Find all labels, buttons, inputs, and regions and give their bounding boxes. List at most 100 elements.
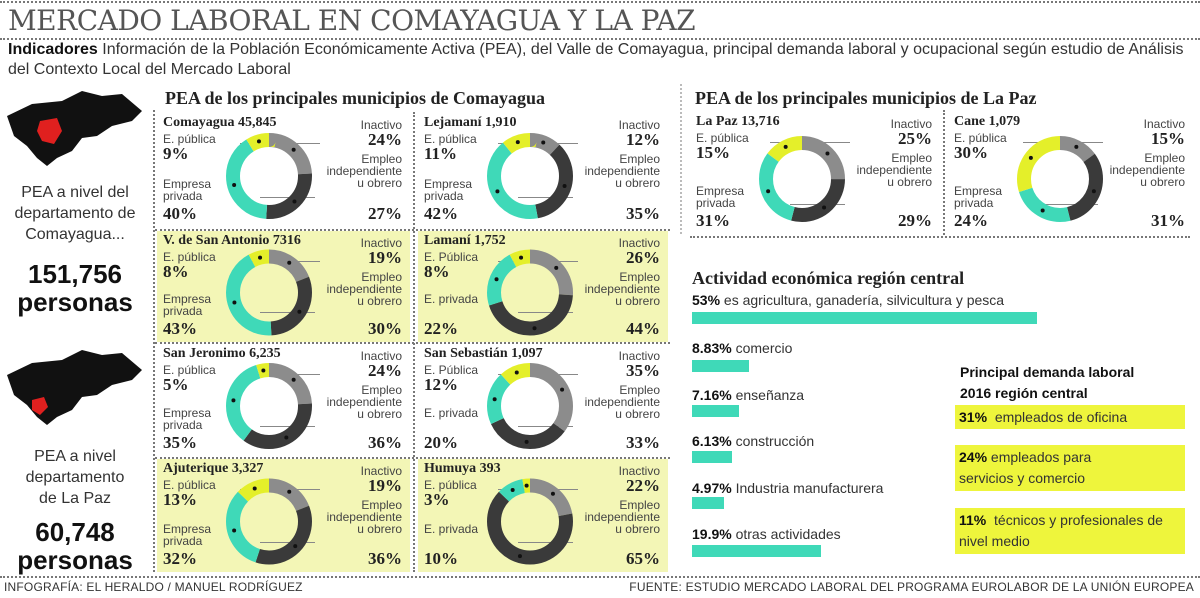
comayagua-section-title: PEA de los principales municipios de Com… [165,88,546,108]
privada-label: Empresa privada [424,177,473,203]
demanda-text: técnicos y profesionales de nivel medio [959,512,1163,549]
comayagua-pea-caption: PEA a nivel del departamento de Comayagu… [14,184,136,243]
empleo-segment [487,133,573,219]
demanda-item: 24% empleados para servicios y comercio [955,445,1185,491]
empleo-leader [518,542,573,543]
inactivo-value: 15% [1151,129,1185,148]
municipio-name: Ajuterique 3,327 [163,461,264,476]
inactivo-leader [498,374,578,375]
empleo-label: Empleo independiente u obrero [584,270,660,308]
inactivo-segment-marker [1074,144,1079,149]
privada-segment [487,133,573,219]
empleo-leader [260,312,315,313]
inactivo-label: Inactivo [1143,117,1185,131]
activity-value: 53% [692,292,721,308]
privada-value: 31% [696,211,730,230]
demanda-title: Principal demanda laboral 2016 región cen… [960,362,1134,404]
publica-label: E. pública [163,250,216,264]
publica-label: E. pública [163,478,216,492]
municipio-name: Humuya 393 [424,461,501,476]
municipio-name: Lamaní 1,752 [424,233,506,248]
publica-value: 13% [163,490,197,509]
privada-value: 10% [424,549,458,568]
municipio-cell: Ajuterique 3,327 E. pública 13% Empresa pri… [157,459,410,572]
privada-label: Empresa privada [163,522,212,548]
column-divider [680,84,682,234]
privada-segment [226,249,312,336]
activity-label: 8.83% comercio [692,340,792,356]
empleo-segment-marker [524,439,529,444]
municipio-cell: Lejamaní 1,910 E. pública 11% Empresa priva… [418,113,668,227]
inactivo-label: Inactivo [360,118,402,132]
activity-label: 53% es agricultura, ganadería, silvicult… [692,292,1004,308]
demanda-pct: 24% [959,449,988,465]
inactivo-segment [226,478,312,565]
empleo-leader [790,204,845,205]
empleo-label: Empleo independiente u obrero [326,498,402,536]
inactivo-value: 35% [626,361,660,380]
activity-bar [692,497,725,509]
empleo-segment-marker [822,205,827,210]
publica-segment-marker [261,368,266,373]
publica-segment-marker [783,144,788,149]
activity-name: construcción [735,433,815,449]
privada-label: Empresa privada [163,406,212,432]
municipio-cell: San Jeronimo 6,235 E. pública 5% Empresa pr… [157,344,410,456]
empleo-value: 31% [1151,211,1185,230]
lapaz-pea-caption: PEA a nivel departamento de La Paz [25,448,125,507]
privada-value: 35% [163,433,197,452]
empleo-segment [226,249,312,336]
inactivo-label: Inactivo [618,118,660,132]
privada-segment-marker [1040,208,1045,213]
publica-label: E. pública [424,132,477,146]
lapaz-total-unit: personas [17,545,133,575]
lapaz-pea-total: 60,748 personas [0,518,150,574]
inactivo-leader [770,142,850,143]
activity-value: 8.83% [692,340,732,356]
empleo-value: 30% [368,319,402,338]
activity-bar [692,451,732,463]
lapaz-section-title: PEA de los principales municipios de La … [695,88,1037,108]
footer-divider [0,576,1200,578]
privada-value: 32% [163,549,197,568]
privada-segment-marker [494,277,499,282]
page-title: MERCADO LABORAL EN COMAYAGUA Y LA PAZ [8,4,696,37]
inactivo-segment-marker [554,265,559,270]
publica-value: 3% [424,490,450,509]
inactivo-value: 25% [898,129,932,148]
publica-segment [487,249,573,336]
inactivo-segment [226,133,312,219]
activity-name: comercio [735,340,793,356]
publica-value: 9% [163,144,189,163]
inactivo-value: 26% [626,248,660,267]
privada-segment [487,363,573,449]
publica-segment-marker [258,255,263,260]
publica-segment-marker [1028,155,1033,160]
lapaz-bottom-divider [690,236,1190,238]
inactivo-segment-marker [287,489,292,494]
empleo-segment-marker [292,199,297,204]
inactivo-leader [240,143,320,144]
demanda-item: 31% empleados de oficina [955,405,1185,429]
activity-name: Industria manufacturera [735,480,884,496]
inactivo-leader [498,261,578,262]
activity-label: 6.13% construcción [692,433,814,449]
inactivo-segment-marker [291,377,296,382]
inactivo-leader [498,489,578,490]
inactivo-value: 24% [368,361,402,380]
municipio-cell: Cane 1,079 E. pública 30% Empresa privada 24… [948,112,1193,234]
row-divider [155,229,670,231]
municipio-cell: V. de San Antonio 7316 E. pública 8% Empres… [157,231,410,342]
inactivo-leader [240,261,320,262]
inactivo-label: Inactivo [360,464,402,478]
publica-label: E. Pública [424,363,479,377]
empleo-label: Empleo independiente u obrero [584,383,660,421]
publica-label: E. pública [954,131,1007,145]
intro-text: Información de la Población Económicamen… [8,41,1184,78]
privada-segment-marker [232,300,237,305]
privada-segment [226,133,312,219]
inactivo-segment [487,478,573,565]
privada-label: Empresa privada [163,177,212,203]
privada-label: Empresa privada [696,184,745,210]
empleo-label: Empleo independiente u obrero [856,151,932,189]
